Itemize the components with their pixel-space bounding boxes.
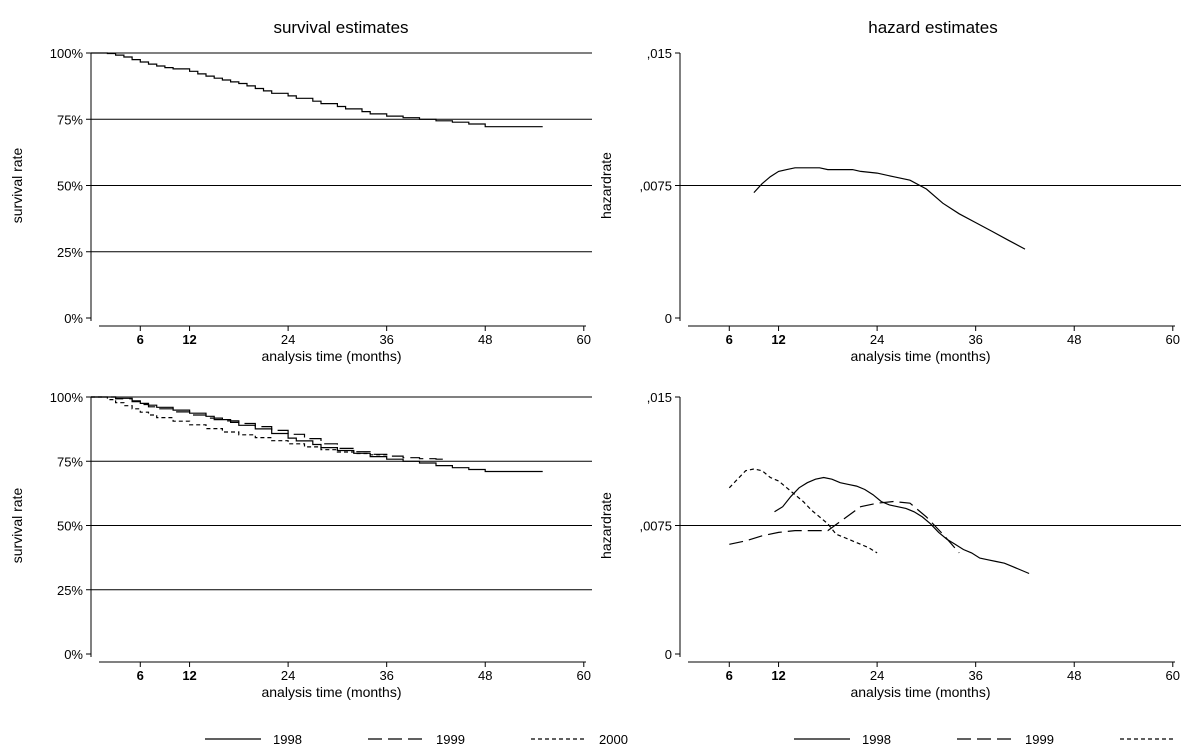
- x-tick-label: 6: [137, 668, 144, 683]
- legend-survival-by-year: 1998 1999 2000: [205, 732, 628, 747]
- y-axis-label: survival rate: [9, 148, 25, 224]
- y-tick-label: 0: [665, 311, 672, 326]
- y-axis-label: survival rate: [9, 488, 25, 564]
- series-line-solid: [753, 167, 1026, 250]
- x-tick-label: 48: [1067, 668, 1081, 683]
- x-tick-label: 60: [577, 332, 591, 347]
- column-title-survival: survival estimates: [273, 18, 408, 37]
- y-tick-label: 0%: [64, 647, 83, 662]
- y-tick-label: 50%: [57, 519, 83, 534]
- x-tick-label: 60: [1166, 668, 1180, 683]
- series-line-2000: [91, 396, 388, 456]
- y-tick-label: ,0075: [639, 519, 672, 534]
- legend-label: 2000: [599, 732, 628, 747]
- x-tick-label: 12: [182, 668, 196, 683]
- series-line-1998: [91, 396, 543, 473]
- x-tick-label: 24: [281, 668, 295, 683]
- x-tick-label: 36: [968, 668, 982, 683]
- x-tick-label: 36: [968, 332, 982, 347]
- x-axis-label: analysis time (months): [261, 684, 401, 700]
- column-title-hazard: hazard estimates: [868, 18, 997, 37]
- y-tick-label: ,015: [647, 46, 672, 61]
- x-tick-label: 48: [478, 668, 492, 683]
- y-tick-label: ,0075: [639, 179, 672, 194]
- x-tick-label: 6: [726, 332, 733, 347]
- y-tick-label: 0%: [64, 311, 83, 326]
- x-axis-label: analysis time (months): [261, 348, 401, 364]
- x-tick-label: 6: [137, 332, 144, 347]
- series-line-solid: [91, 52, 543, 128]
- x-tick-label: 48: [478, 332, 492, 347]
- y-tick-label: 100%: [50, 46, 84, 61]
- y-tick-label: 50%: [57, 179, 83, 194]
- y-tick-label: 75%: [57, 454, 83, 469]
- series-line-1998: [774, 476, 1030, 575]
- x-tick-label: 36: [379, 668, 393, 683]
- x-axis-label: analysis time (months): [850, 684, 990, 700]
- hazard-panel-overall: 0 ,0075 ,015 6 12 24 36 48 60 analysis time (mont…: [598, 46, 1181, 364]
- y-axis-label: hazardrate: [598, 152, 614, 219]
- x-tick-label: 12: [771, 668, 785, 683]
- x-tick-label: 6: [726, 668, 733, 683]
- survival-panel-overall: 0% 25% 50% 75% 100% 6 12 24 36 48 60 analysis time …: [9, 46, 592, 364]
- series-line-1999: [91, 396, 445, 460]
- x-tick-label: 60: [1166, 332, 1180, 347]
- x-tick-label: 12: [182, 332, 196, 347]
- y-tick-label: 0: [665, 647, 672, 662]
- x-tick-label: 24: [870, 332, 884, 347]
- y-tick-label: 100%: [50, 390, 84, 405]
- x-tick-label: 48: [1067, 332, 1081, 347]
- x-tick-label: 24: [870, 668, 884, 683]
- legend-label: 1999: [436, 732, 465, 747]
- legend-label: 1998: [862, 732, 891, 747]
- legend-label: 1998: [273, 732, 302, 747]
- legend-label: 1999: [1025, 732, 1054, 747]
- y-axis-label: hazardrate: [598, 492, 614, 559]
- x-tick-label: 12: [771, 332, 785, 347]
- y-tick-label: 25%: [57, 583, 83, 598]
- x-tick-label: 24: [281, 332, 295, 347]
- x-tick-label: 60: [577, 668, 591, 683]
- y-tick-label: 25%: [57, 245, 83, 260]
- y-tick-label: 75%: [57, 112, 83, 127]
- x-axis-label: analysis time (months): [850, 348, 990, 364]
- series-line-1999: [729, 500, 960, 554]
- y-tick-label: ,015: [647, 390, 672, 405]
- x-tick-label: 36: [379, 332, 393, 347]
- series-line-2000: [728, 468, 878, 554]
- hazard-panel-by-year: 0 ,0075 ,015 6 12 24 36 48 60 analysis time (mont…: [598, 390, 1181, 700]
- survival-panel-by-year: 0% 25% 50% 75% 100% 6 12 24 36 48 60 analysis time …: [9, 390, 592, 700]
